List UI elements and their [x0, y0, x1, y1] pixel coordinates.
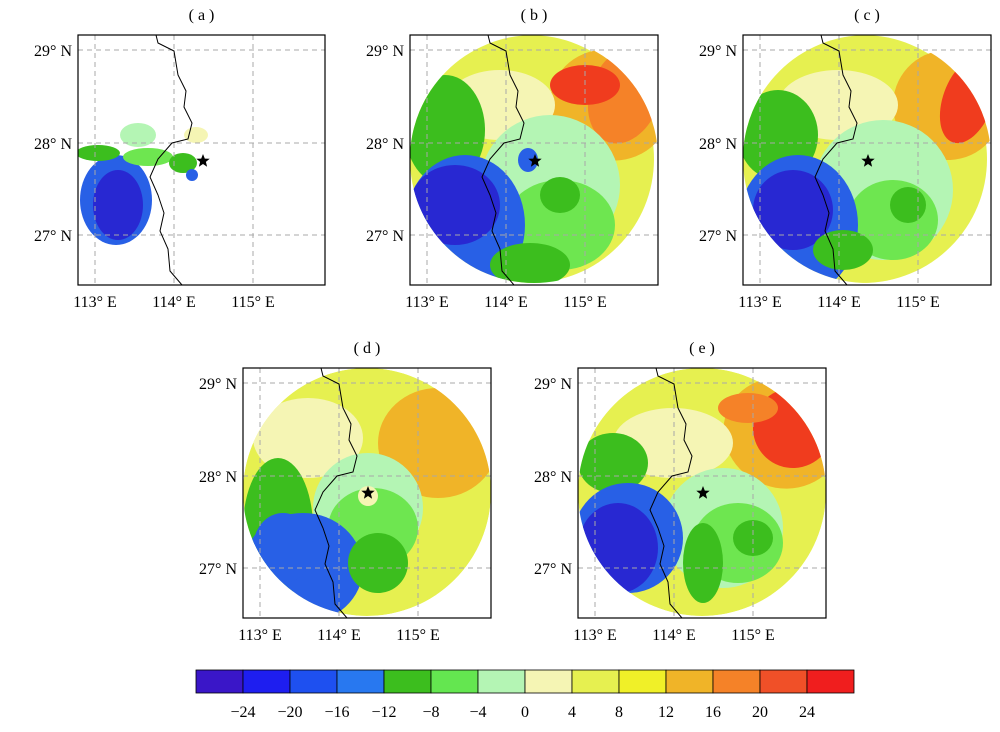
longitude-label: 115° E: [563, 294, 607, 311]
province-boundary: [149, 35, 193, 285]
colorbar-swatch: [759, 669, 808, 694]
province-boundary: [314, 368, 358, 618]
panel-d: ( d ) 29° N 28° N 27° N 113° E 114° E 115° E: [199, 340, 492, 644]
colorbar-swatch: [195, 669, 244, 694]
colorbar-swatch: [289, 669, 338, 694]
latitude-label: 28° N: [699, 136, 737, 153]
colorbar-tick-label: −24: [230, 704, 255, 721]
panel-frame: [577, 367, 827, 619]
longitude-label: 114° E: [817, 294, 861, 311]
colorbar-swatch: [618, 669, 667, 694]
province-boundary: [814, 35, 858, 285]
longitude-label: 115° E: [896, 294, 940, 311]
panel-label: ( a ): [189, 7, 215, 24]
colorbar-tick-label: 8: [615, 704, 623, 721]
colorbar-tick-label: 24: [799, 704, 815, 721]
colorbar-swatch: [242, 669, 291, 694]
colorbar-swatch: [665, 669, 714, 694]
panel-frame: [77, 34, 326, 286]
colorbar-tick-label: 16: [705, 704, 721, 721]
latitude-label: 28° N: [34, 136, 72, 153]
longitude-label: 114° E: [652, 627, 696, 644]
panel-e: ( e ) 29° N 28° N 27° N 113° E 114° E 115° E: [534, 340, 827, 644]
panel-frame: [409, 34, 659, 286]
latitude-label: 28° N: [366, 136, 404, 153]
panel-c: ( c ) 29° N 28° N 27° N 113° E 114° E 115° E: [699, 7, 992, 311]
panel-label: ( b ): [521, 7, 548, 24]
province-boundary: [649, 368, 693, 618]
longitude-label: 114° E: [317, 627, 361, 644]
panel-frame: [742, 34, 992, 286]
radar-station-marker: [361, 486, 375, 499]
province-boundary: [481, 35, 525, 285]
panel-a: ( a ) 29° N 28° N 27° N 113° E 114° E 115° E: [34, 7, 326, 311]
colorbar-swatch: [383, 669, 432, 694]
colorbar-swatch: [524, 669, 573, 694]
longitude-label: 113° E: [738, 294, 782, 311]
colorbar-tick-label: −4: [469, 704, 486, 721]
longitude-label: 114° E: [152, 294, 196, 311]
radar-station-marker: [861, 154, 875, 167]
latitude-label: 27° N: [534, 561, 572, 578]
radar-station-marker: [528, 154, 542, 167]
latitude-label: 29° N: [534, 376, 572, 393]
colorbar-tick-label: 0: [521, 704, 529, 721]
panel-frame: [242, 367, 492, 619]
panel-label: ( d ): [354, 340, 381, 357]
panel-label: ( e ): [689, 340, 715, 357]
colorbar-tick-label: 12: [658, 704, 674, 721]
longitude-label: 115° E: [396, 627, 440, 644]
colorbar-tick-label: −16: [324, 704, 349, 721]
colorbar-swatch: [477, 669, 526, 694]
reflectivity-field: [78, 123, 208, 245]
radar-station-marker: [196, 154, 210, 167]
longitude-label: 115° E: [731, 627, 775, 644]
colorbar-swatch: [336, 669, 385, 694]
panel-b: ( b ) 29° N 28° N 27° N 113° E 114° E 115° E: [366, 7, 659, 311]
reflectivity-field: [578, 368, 826, 616]
colorbar-swatch: [571, 669, 620, 694]
colorbar: −24 −20 −16 −12 −8 −4 0 4 8 12 16 20 24: [195, 669, 855, 721]
colorbar-tick-label: −8: [422, 704, 439, 721]
latitude-label: 27° N: [366, 228, 404, 245]
longitude-label: 113° E: [405, 294, 449, 311]
latitude-label: 27° N: [699, 228, 737, 245]
latitude-label: 27° N: [34, 228, 72, 245]
latitude-label: 28° N: [534, 469, 572, 486]
latitude-label: 29° N: [34, 43, 72, 60]
colorbar-tick-label: 4: [568, 704, 576, 721]
colorbar-swatch: [712, 669, 761, 694]
latitude-label: 29° N: [199, 376, 237, 393]
latitude-label: 29° N: [699, 43, 737, 60]
latitude-label: 27° N: [199, 561, 237, 578]
longitude-label: 113° E: [73, 294, 117, 311]
colorbar-swatch: [806, 669, 855, 694]
colorbar-tick-label: 20: [752, 704, 768, 721]
colorbar-swatch: [430, 669, 479, 694]
latitude-label: 29° N: [366, 43, 404, 60]
longitude-label: 113° E: [573, 627, 617, 644]
panel-label: ( c ): [854, 7, 880, 24]
colorbar-tick-label: −20: [277, 704, 302, 721]
longitude-label: 114° E: [484, 294, 528, 311]
latitude-label: 28° N: [199, 469, 237, 486]
radar-station-marker: [696, 486, 710, 499]
longitude-label: 115° E: [231, 294, 275, 311]
colorbar-tick-label: −12: [371, 704, 396, 721]
longitude-label: 113° E: [238, 627, 282, 644]
